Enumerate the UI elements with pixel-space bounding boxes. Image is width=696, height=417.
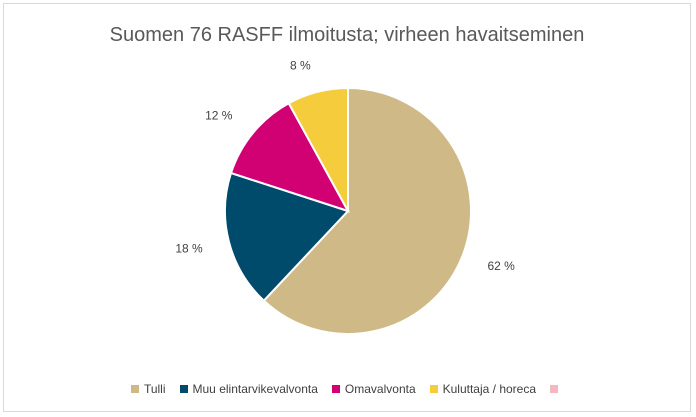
data-label-2: 12 %	[205, 108, 233, 122]
legend-item-empty	[550, 385, 563, 393]
legend-label: Kuluttaja / horeca	[442, 382, 537, 396]
pie-slice-1	[224, 171, 350, 303]
legend-swatch	[331, 385, 340, 393]
legend-item-kuluttaja-horeca: Kuluttaja / horeca	[429, 382, 537, 396]
pie-chart: 62 % 18 % 12 % 8 %	[175, 59, 515, 335]
legend-swatch	[550, 385, 559, 393]
pie-slice-0	[262, 86, 472, 335]
legend-item-muu-elintarvikevalvonta: Muu elintarvikevalvonta	[179, 382, 318, 396]
pie-slice-3	[287, 86, 349, 212]
chart-title: Suomen 76 RASFF ilmoitusta; virheen hava…	[109, 24, 585, 46]
legend-label: Omavalvonta	[344, 382, 416, 396]
chart-area: Suomen 76 RASFF ilmoitusta; virheen hava…	[3, 3, 691, 412]
pie-slice-2	[229, 101, 351, 213]
legend: Tulli Muu elintarvikevalvonta Omavalvont…	[4, 382, 690, 396]
legend-swatch	[130, 385, 139, 393]
data-label-0: 62 %	[487, 259, 515, 273]
legend-label: Tulli	[143, 382, 166, 396]
legend-swatch	[429, 385, 438, 393]
data-label-3: 8 %	[290, 59, 311, 73]
data-label-1: 18 %	[175, 241, 203, 255]
legend-swatch	[179, 385, 188, 393]
legend-item-tulli: Tulli	[130, 382, 166, 396]
legend-item-omavalvonta: Omavalvonta	[331, 382, 416, 396]
legend-label: Muu elintarvikevalvonta	[192, 382, 318, 396]
